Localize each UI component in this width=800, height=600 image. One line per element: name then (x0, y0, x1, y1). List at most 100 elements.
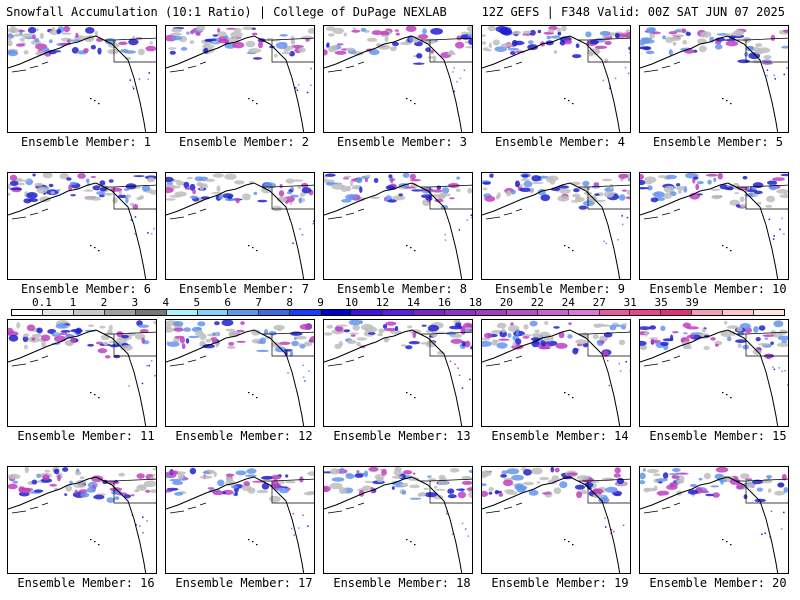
island (572, 397, 574, 399)
snowfall-area (137, 485, 145, 488)
snowfall-area (464, 41, 470, 44)
island (564, 245, 566, 247)
island (94, 394, 96, 396)
snowfall-area (501, 328, 506, 333)
snowfall-area (26, 324, 36, 332)
snowfall-area (360, 27, 367, 32)
snowfall-area (452, 71, 454, 73)
snowfall-area (575, 43, 580, 48)
snowfall-area (310, 67, 312, 70)
snowfall-area (75, 32, 79, 38)
snowfall-area (412, 331, 417, 339)
snowfall-area (786, 67, 788, 69)
colorbar-tick-label: 18 (468, 296, 483, 309)
island (726, 100, 728, 102)
snowfall-area (662, 472, 669, 479)
snowfall-area (574, 196, 585, 203)
snowfall-area (697, 181, 704, 185)
snowfall-area (9, 174, 18, 181)
snowfall-area (169, 194, 182, 198)
snowfall-area (482, 41, 487, 45)
snowfall-area (466, 219, 468, 221)
snowfall-area (482, 490, 489, 497)
snowfall-area (765, 353, 772, 360)
snowfall-area (69, 480, 73, 485)
snowfall-area (662, 192, 673, 199)
snowfall-area (609, 324, 617, 331)
snowfall-area (166, 475, 174, 478)
snowfall-area (53, 331, 60, 335)
colorbar-tick-label: 12 (375, 296, 390, 309)
snowfall-area (19, 37, 25, 42)
snowfall-area (24, 467, 29, 474)
member-label: Ensemble Member: 5 (652, 135, 784, 149)
coastline (104, 478, 156, 504)
island (410, 247, 412, 249)
snowfall-area (235, 197, 240, 204)
snowfall-area (202, 344, 215, 349)
snowfall-area (31, 479, 38, 485)
snowfall-area (285, 178, 295, 184)
snowfall-area (180, 47, 188, 51)
snowfall-area (644, 176, 657, 184)
snowfall-area (352, 27, 356, 30)
island (730, 544, 732, 546)
snowfall-area (446, 513, 448, 515)
snowfall-area (8, 483, 18, 490)
snowfall-area (660, 341, 669, 346)
snowfall-area (83, 189, 94, 192)
colorbar-tick-label: 35 (654, 296, 668, 309)
snowfall-area (714, 44, 723, 50)
snowfall-area (668, 31, 678, 35)
snowfall-area (24, 344, 28, 350)
snowfall-area (778, 367, 780, 369)
snowfall-area (529, 29, 536, 36)
snowfall-area (150, 360, 153, 362)
member-label: Ensemble Member: 2 (178, 135, 310, 149)
snowfall-area (189, 195, 199, 199)
snowfall-area (643, 487, 650, 493)
snowfall-area (768, 488, 772, 493)
snowfall-area (669, 482, 678, 487)
snowfall-area (85, 27, 95, 34)
snowfall-area (371, 30, 383, 36)
snowfall-area (217, 28, 221, 33)
snowfall-area (658, 481, 663, 484)
snowfall-area (400, 344, 407, 347)
snowfall-area (681, 28, 687, 34)
snowfall-area (118, 41, 128, 46)
snowfall-area (146, 520, 148, 522)
snowfall-area (44, 469, 50, 473)
coastline (485, 208, 523, 220)
snowfall-area (352, 324, 360, 331)
snowfall-area (395, 32, 400, 36)
snowfall-area (55, 323, 68, 329)
snowfall-area (515, 50, 526, 54)
snowfall-area (582, 187, 591, 191)
snowfall-area (329, 482, 343, 490)
snowfall-area (364, 177, 368, 183)
island (722, 245, 724, 247)
coastline (169, 208, 207, 220)
snowfall-area (753, 190, 763, 195)
snowfall-area (465, 46, 472, 49)
snowfall-area (640, 173, 644, 180)
snowfall-area (145, 489, 151, 493)
island (568, 100, 570, 102)
snowfall-area (141, 185, 151, 192)
snowfall-area (606, 360, 609, 362)
island (252, 541, 254, 543)
snowfall-area (676, 472, 689, 475)
island (564, 98, 566, 100)
snowfall-area (507, 333, 512, 338)
snowfall-map (323, 466, 473, 574)
snowfall-area (354, 473, 364, 478)
snowfall-area (26, 192, 38, 199)
snowfall-area (359, 186, 363, 193)
snowfall-area (139, 329, 149, 333)
snowfall-area (457, 367, 459, 369)
snowfall-area (384, 338, 391, 341)
snowfall-area (670, 36, 681, 41)
snowfall-area (553, 487, 562, 495)
snowfall-area (168, 47, 177, 50)
